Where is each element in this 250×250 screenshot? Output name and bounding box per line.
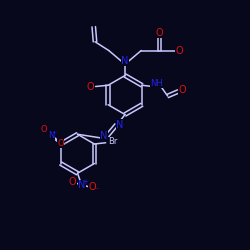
Text: O: O [89,182,96,192]
Text: N: N [100,131,108,141]
Text: O: O [179,85,186,95]
Text: O: O [86,82,94,92]
Text: O: O [156,28,163,38]
Text: ⁻: ⁻ [94,185,99,194]
Text: +: + [82,179,88,185]
Text: N: N [48,132,54,140]
Text: O: O [41,124,48,134]
Text: N: N [116,120,124,130]
Text: O: O [57,138,64,147]
Text: O: O [176,46,183,56]
Text: NH: NH [150,79,163,88]
Text: O: O [69,177,76,187]
Text: N: N [121,56,129,66]
Text: N: N [78,180,86,190]
Text: ⁻: ⁻ [62,142,66,148]
Text: Br: Br [108,137,117,146]
Text: +: + [52,130,57,136]
